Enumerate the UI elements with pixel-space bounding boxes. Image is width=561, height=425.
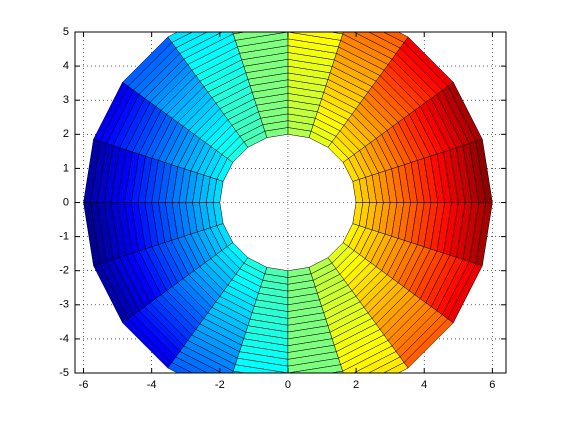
surface-cell xyxy=(287,32,341,48)
surface-cell xyxy=(234,357,289,373)
x-tick-label: 4 xyxy=(421,379,427,391)
surface-cell xyxy=(171,356,208,373)
x-tick-label: -4 xyxy=(147,379,157,391)
surface xyxy=(83,32,493,373)
surface-cell xyxy=(175,351,223,373)
y-tick-label: 1 xyxy=(63,162,69,174)
surface-cell xyxy=(342,32,397,60)
x-tick-label: -2 xyxy=(215,379,225,391)
surface-cell xyxy=(179,345,234,373)
x-tick-label: -6 xyxy=(79,379,89,391)
y-tick-label: 3 xyxy=(63,94,69,106)
surface-cell xyxy=(232,364,289,373)
x-tick-label: 2 xyxy=(353,379,359,391)
y-tick-label: -4 xyxy=(59,333,69,345)
y-tick-label: 0 xyxy=(63,196,69,208)
y-tick-label: -1 xyxy=(59,231,69,243)
surface-cell xyxy=(382,32,409,43)
y-tick-label: -5 xyxy=(59,367,69,379)
surface-cell xyxy=(368,32,405,49)
surface-cell xyxy=(475,202,493,267)
y-tick-label: 2 xyxy=(63,128,69,140)
y-tick-label: -2 xyxy=(59,265,69,277)
surface-cell xyxy=(167,362,193,373)
y-tick-label: -3 xyxy=(59,299,69,311)
surface-cell xyxy=(287,32,344,41)
surface-cell xyxy=(353,32,401,54)
y-tick-label: 5 xyxy=(63,26,69,38)
x-tick-label: 6 xyxy=(489,379,495,391)
x-tick-label: 0 xyxy=(285,379,291,391)
y-tick-label: 4 xyxy=(63,60,69,72)
